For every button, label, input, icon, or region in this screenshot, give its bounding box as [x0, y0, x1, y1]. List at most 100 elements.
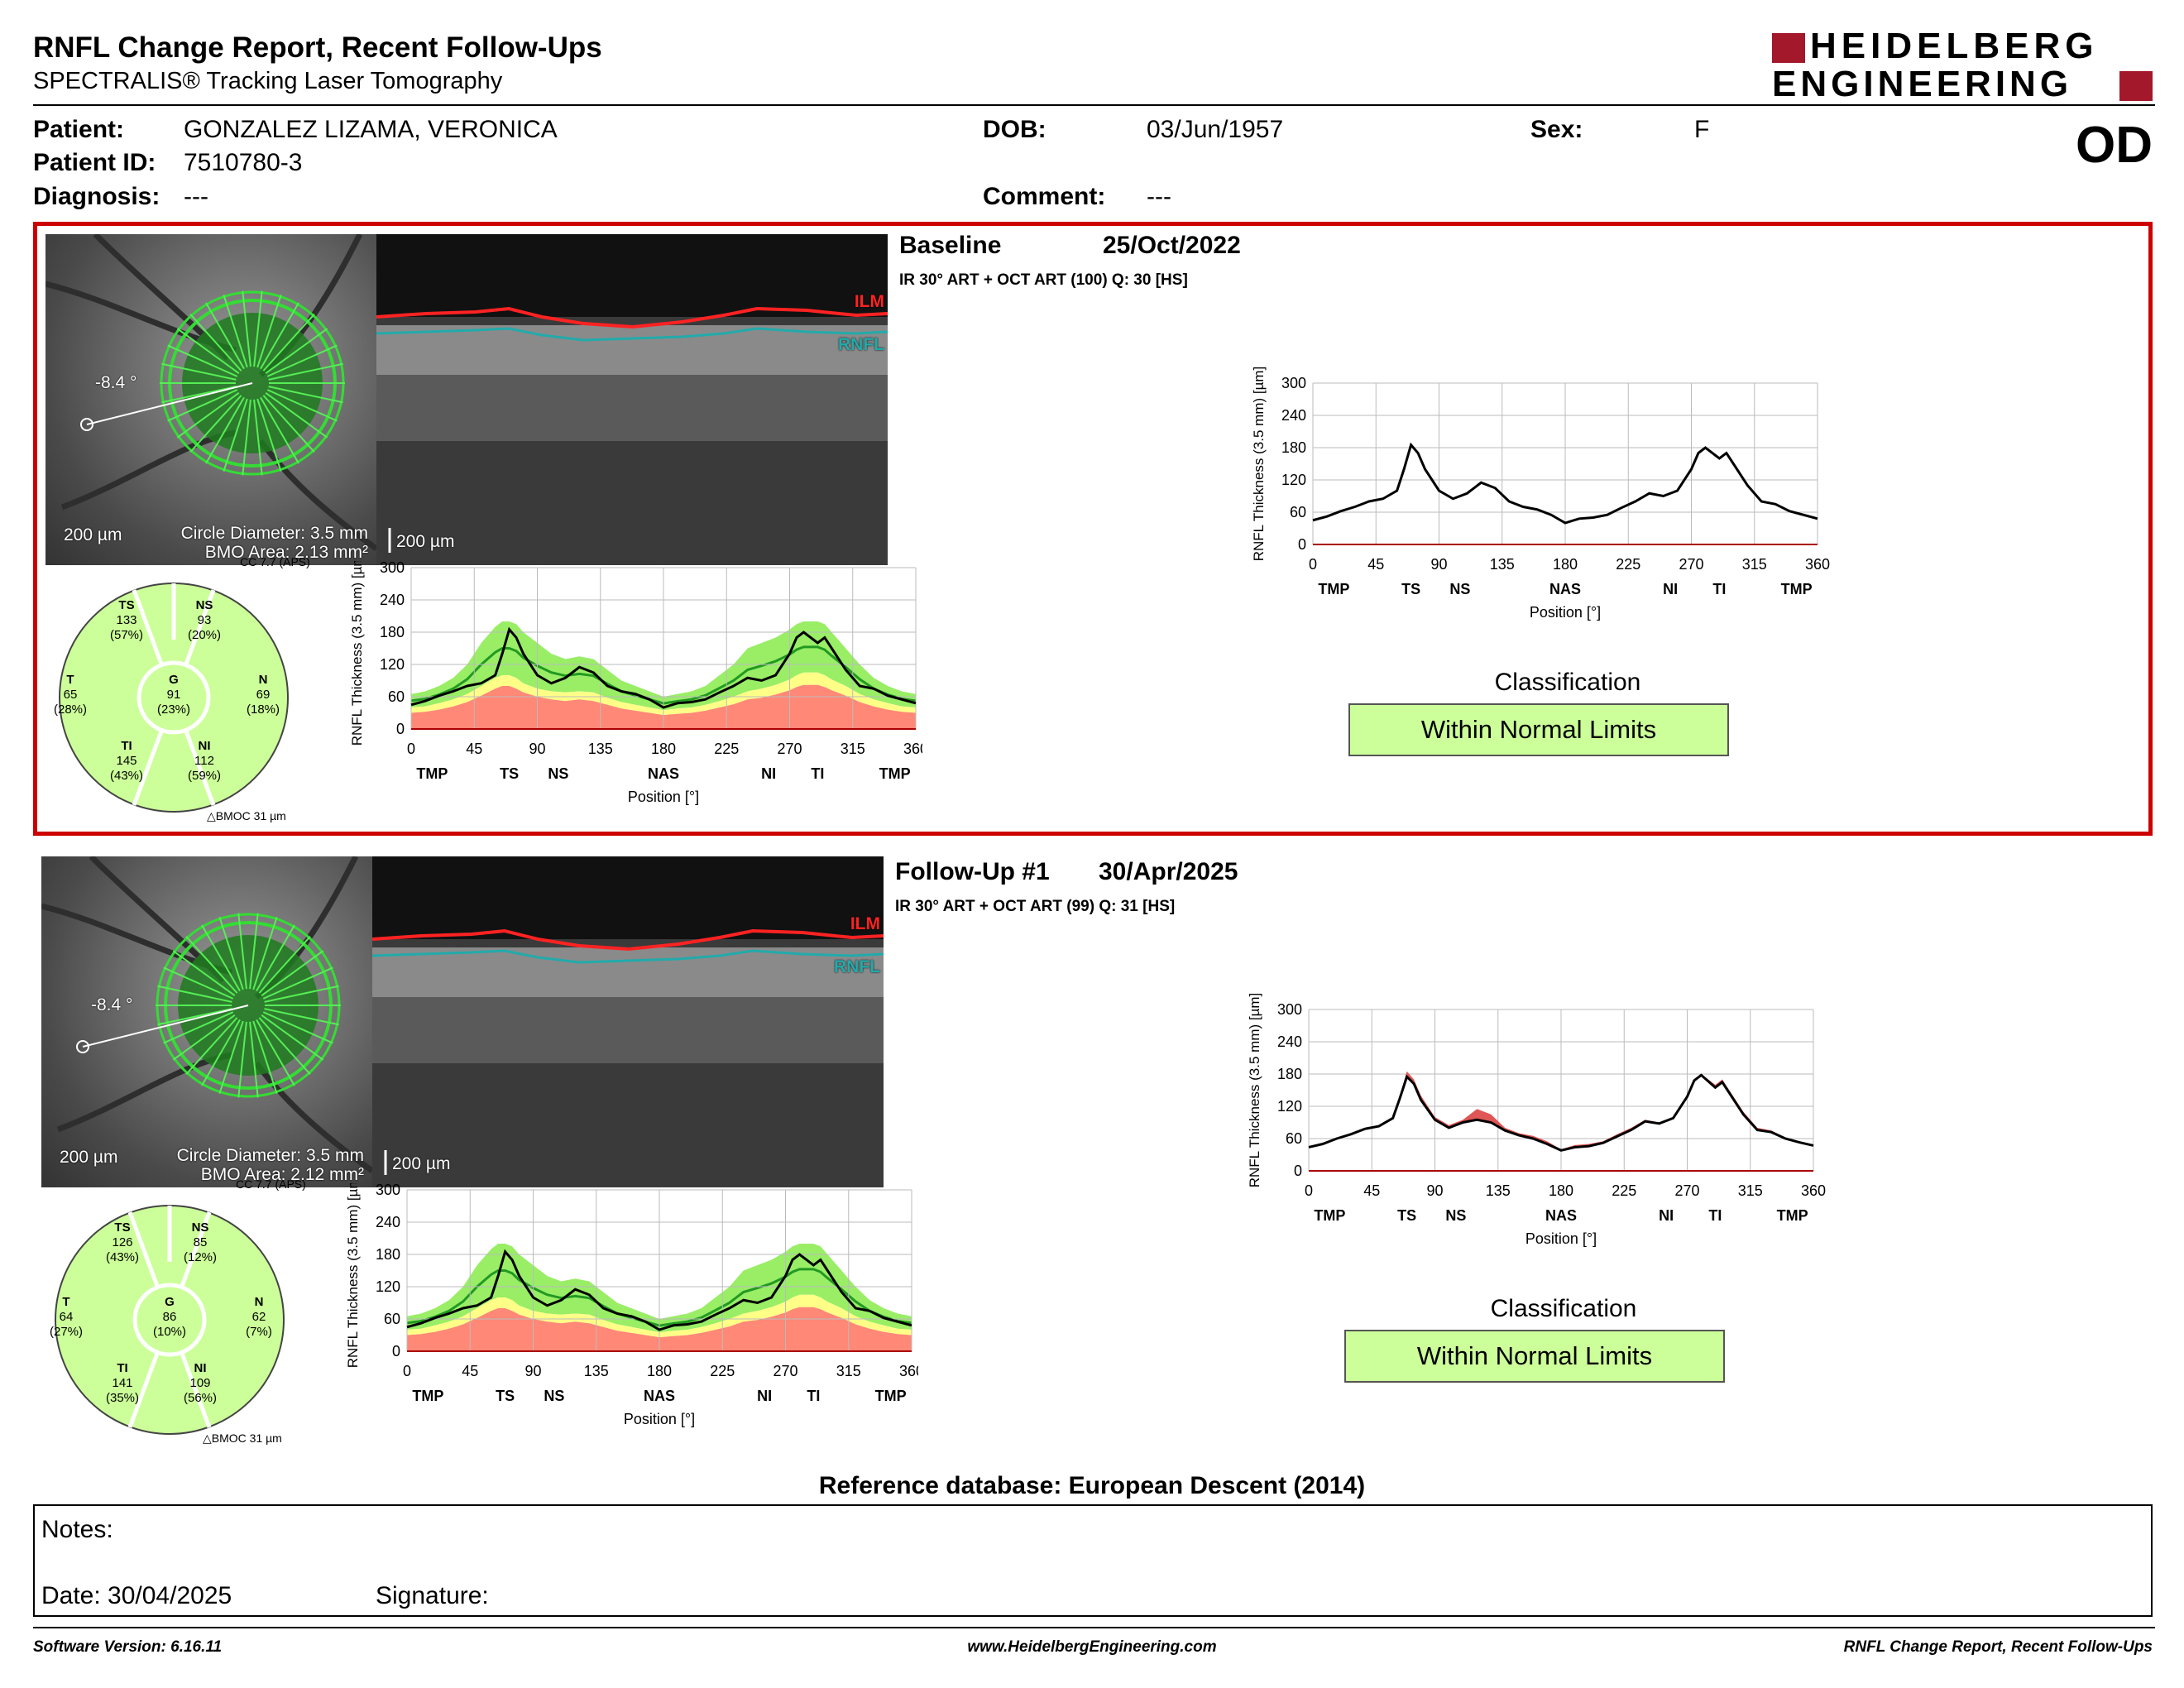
bscan-scale: 200 µm: [396, 532, 455, 551]
sector-ti: TI 141 (35%): [93, 1361, 151, 1406]
rnfl-thickness-line: [1308, 1073, 1814, 1152]
sector-pct: (27%): [49, 1325, 83, 1339]
sector-pct: (56%): [183, 1391, 217, 1405]
x-tick-label: 180: [651, 741, 676, 757]
diagnosis-value: ---: [184, 183, 208, 210]
x-tick-label: 90: [1430, 556, 1447, 573]
y-tick-label: 300: [1281, 375, 1306, 391]
sector-value: 69: [256, 688, 271, 702]
sector-value: 133: [116, 613, 137, 627]
x-tick-label: 90: [524, 1363, 541, 1379]
y-tick-label: 60: [388, 688, 405, 705]
sector-pct: (43%): [109, 769, 143, 783]
y-tick-label: 0: [392, 1343, 400, 1360]
rnfl-change-chart: 0 60 120 180 240 300 0 45 90 135 180 225 270 315 360 TM…: [1247, 993, 1826, 1247]
fundus-angle: -8.4 °: [91, 995, 133, 1014]
sector-value: 91: [166, 688, 181, 702]
bmoc-label: △BMOC 31 µm: [207, 809, 286, 822]
sector-diagram: TS 126 (43%) NS 85 (12%) T 64 (27%) G 86 (10%) N 62 (7…: [37, 1177, 310, 1445]
x-tick-label: 180: [1549, 1182, 1573, 1199]
sector-name: N: [258, 673, 268, 687]
sector-value: 85: [193, 1235, 208, 1249]
x-tick-label: 90: [529, 741, 545, 757]
sector-tick-label: TMP: [1318, 581, 1349, 597]
sector-tick-label: TMP: [1781, 581, 1813, 597]
sector-tick-label: TMP: [879, 765, 911, 782]
y-tick-label: 240: [1281, 407, 1306, 424]
rnfl-label: RNFL: [838, 335, 884, 354]
sector-name: TS: [114, 1220, 131, 1235]
fundus-image: -8.4 ° 200 µm Circle Diameter: 3.5 mm BM…: [46, 234, 376, 565]
fundus-angle: -8.4 °: [95, 373, 137, 392]
y-axis-label: RNFL Thickness (3.5 mm) [µm]: [345, 1183, 361, 1368]
sector-tick-label: NI: [1663, 581, 1678, 597]
sector-name: N: [254, 1295, 264, 1309]
patient-label: Patient:: [33, 116, 125, 143]
x-tick-label: 180: [1553, 556, 1578, 573]
sector-ns: NS 85 (12%): [171, 1220, 229, 1265]
date-label: Date: 30/04/2025: [41, 1582, 232, 1609]
session-label: Baseline: [899, 232, 1002, 259]
y-tick-label: 120: [376, 1278, 400, 1295]
software-version: Software Version: 6.16.11: [33, 1638, 223, 1656]
ilm-label: ILM: [854, 292, 884, 311]
dob-label: DOB:: [983, 116, 1046, 143]
dob-value: 03/Jun/1957: [1147, 116, 1284, 143]
x-tick-label: 45: [1367, 556, 1384, 573]
sector-pct: (12%): [183, 1250, 217, 1264]
sector-name: NS: [195, 598, 213, 612]
notes-box[interactable]: Notes: Date: 30/04/2025 Signature:: [33, 1504, 2153, 1617]
bmo-area: BMO Area: 2.12 mm²: [200, 1165, 364, 1184]
sector-name: NI: [198, 739, 211, 753]
sector-pct: (59%): [187, 769, 221, 783]
sector-tick-label: TI: [1708, 1207, 1722, 1224]
x-tick-label: 270: [1679, 556, 1703, 573]
x-axis-label: Position [°]: [1525, 1230, 1597, 1247]
patient-id-label: Patient ID:: [33, 149, 156, 176]
x-tick-label: 135: [1486, 1182, 1511, 1199]
sector-tick-label: TS: [496, 1388, 515, 1404]
sector-pct: (28%): [53, 703, 87, 717]
sector-ts: TS 126 (43%): [93, 1220, 151, 1265]
sector-name: NS: [191, 1220, 209, 1235]
notes-label: Notes:: [41, 1516, 113, 1543]
sector-t: T 65 (28%): [41, 673, 99, 717]
bmoc-label: △BMOC 31 µm: [203, 1431, 282, 1445]
x-tick-label: 0: [403, 1363, 411, 1379]
diagnosis-label: Diagnosis:: [33, 183, 160, 210]
report-name-footer: RNFL Change Report, Recent Follow-Ups: [1843, 1638, 2153, 1656]
sector-tick-label: TMP: [412, 1388, 443, 1404]
sector-value: 65: [63, 688, 78, 702]
y-tick-label: 180: [1281, 439, 1306, 456]
y-tick-label: 120: [380, 656, 405, 673]
sector-name: TI: [117, 1361, 128, 1375]
fundus-scale: 200 µm: [60, 1148, 118, 1167]
sector-pct: (57%): [109, 628, 143, 642]
sector-value: 141: [112, 1376, 133, 1390]
sector-diagram: TS 133 (57%) NS 93 (20%) T 65 (28%) G 91 (23%) N 69 (1…: [41, 555, 314, 822]
sector-ni: NI 112 (59%): [175, 739, 233, 784]
website-link[interactable]: www.HeidelbergEngineering.com: [967, 1638, 1217, 1656]
sector-tick-label: NAS: [1545, 1207, 1577, 1224]
y-tick-label: 0: [1298, 536, 1306, 553]
sector-pct: (20%): [187, 628, 221, 642]
followup-panel: -8.4 ° 200 µm Circle Diameter: 3.5 mm BM…: [33, 848, 2153, 1462]
baseline-panel: -8.4 ° 200 µm Circle Diameter: 3.5 mm BM…: [33, 222, 2153, 836]
sector-name: T: [62, 1295, 70, 1309]
sector-pct: (18%): [246, 703, 280, 717]
sector-value: 86: [162, 1310, 177, 1324]
sector-tick-label: TI: [807, 1388, 820, 1404]
sector-tick-label: TS: [1397, 1207, 1416, 1224]
x-axis-label: Position [°]: [628, 789, 699, 805]
sector-pct: (43%): [105, 1250, 139, 1264]
sector-ns: NS 93 (20%): [175, 598, 233, 643]
y-axis-label: RNFL Thickness (3.5 mm) [µm]: [349, 561, 365, 746]
y-tick-label: 240: [1277, 1033, 1302, 1050]
sector-tick-label: NAS: [1549, 581, 1581, 597]
rnfl-profile-chart: 0 60 120 180 240 300 0 45 90 135 180 225 270 315 360 TM…: [345, 1183, 918, 1427]
x-tick-label: 270: [1674, 1182, 1699, 1199]
logo-line1: HEIDELBERG: [1810, 26, 2099, 66]
x-tick-label: 225: [714, 741, 739, 757]
sector-value: 126: [112, 1235, 133, 1249]
x-tick-label: 360: [1805, 556, 1830, 573]
